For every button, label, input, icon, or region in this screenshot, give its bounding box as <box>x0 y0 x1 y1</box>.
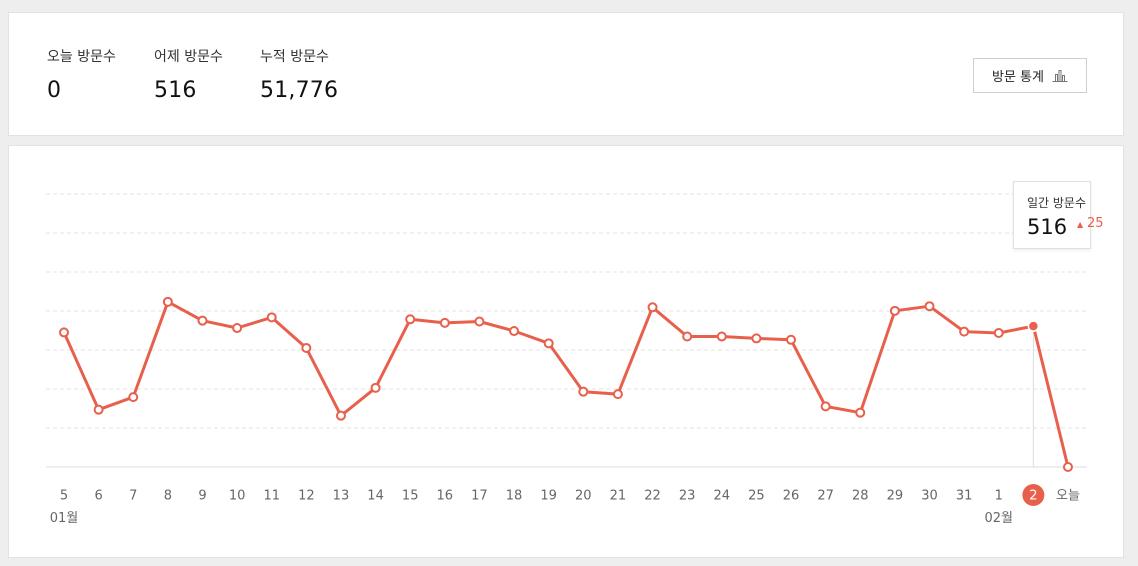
x-tick-label: 22 <box>644 489 661 504</box>
data-point <box>786 334 797 345</box>
data-point <box>924 301 935 312</box>
line-chart: 5 6 7 8 9 10 11 12 13 14 15 16 17 18 19 20 21 22 23 24 25 26 2… <box>46 193 1087 526</box>
x-tick-label: 12 <box>298 489 315 504</box>
x-tick-label: 11 <box>263 489 280 504</box>
x-tick-label: 5 <box>60 489 68 504</box>
x-tick-label: 17 <box>471 489 488 504</box>
x-tick-label: 10 <box>229 489 246 504</box>
total-visits-label: 누적 방문수 <box>260 49 329 65</box>
tooltip-value: 516 <box>1027 215 1068 239</box>
bar-chart-icon <box>1052 70 1068 82</box>
daily-visits-tooltip: 일간 방문수 516 ▲ 25 <box>1013 181 1104 249</box>
daily-visits-chart: 5 6 7 8 9 10 11 12 13 14 15 16 17 18 19 20 21 22 23 24 25 26 2… <box>8 145 1124 558</box>
month-label: 01월 <box>50 511 79 526</box>
tooltip-delta: 25 <box>1087 216 1104 231</box>
x-tick-label: 8 <box>164 489 172 504</box>
data-point <box>993 327 1004 338</box>
today-visits-value: 0 <box>47 78 62 103</box>
x-tick-label: 1 <box>995 489 1003 504</box>
data-point <box>439 317 450 328</box>
today-visits: 오늘 방문수 0 <box>47 46 116 103</box>
data-point <box>405 314 416 325</box>
summary-panel: 오늘 방문수 0 어제 방문수 516 누적 방문수 51,776 방문 통계 <box>8 12 1124 136</box>
highlight-date-badge <box>1022 484 1045 506</box>
data-point <box>266 312 277 323</box>
data-point <box>128 392 139 403</box>
x-tick-label: 13 <box>333 489 350 504</box>
data-point <box>162 296 173 307</box>
data-point <box>612 389 623 400</box>
x-tick-label: 오늘 <box>1056 489 1080 504</box>
data-point <box>335 410 346 421</box>
x-tick-label: 15 <box>402 489 419 504</box>
x-tick-label: 24 <box>714 489 731 504</box>
data-point <box>647 302 658 313</box>
data-point <box>93 404 104 415</box>
data-point <box>509 326 520 337</box>
x-tick-label: 7 <box>129 489 137 504</box>
today-visits-label: 오늘 방문수 <box>47 49 116 65</box>
yesterday-visits: 어제 방문수 516 <box>154 46 223 103</box>
x-tick-label: 27 <box>817 489 834 504</box>
x-tick-label: 26 <box>783 489 800 504</box>
data-point-highlighted <box>1027 320 1040 332</box>
up-triangle-icon: ▲ <box>1077 220 1084 229</box>
x-tick-label: 31 <box>956 489 973 504</box>
x-tick-label: 29 <box>887 489 904 504</box>
data-point <box>682 331 693 342</box>
x-tick-label: 18 <box>506 489 523 504</box>
data-point <box>889 305 900 316</box>
x-tick-label: 6 <box>94 489 102 504</box>
x-tick-label: 25 <box>748 489 765 504</box>
x-tick-label: 14 <box>367 489 384 504</box>
data-point <box>474 316 485 327</box>
data-point <box>751 333 762 344</box>
total-visits: 누적 방문수 51,776 <box>260 46 338 103</box>
data-point <box>59 327 69 338</box>
series-line <box>62 300 1070 469</box>
x-tick-label: 30 <box>921 489 938 504</box>
x-tick-label: 23 <box>679 489 696 504</box>
x-tick-label: 2 <box>1029 489 1037 504</box>
data-point <box>855 407 866 418</box>
x-tick-label: 20 <box>575 489 592 504</box>
data-point <box>197 315 208 326</box>
visit-stats-button[interactable]: 방문 통계 <box>973 58 1087 93</box>
data-point <box>232 323 243 334</box>
yesterday-visits-label: 어제 방문수 <box>154 49 223 65</box>
data-point <box>959 326 970 337</box>
data-point <box>820 401 831 412</box>
data-point <box>1062 462 1073 472</box>
data-point <box>716 331 727 342</box>
data-point <box>301 342 312 353</box>
x-tick-label: 28 <box>852 489 869 504</box>
tooltip-label: 일간 방문수 <box>1027 196 1087 210</box>
visit-stats-button-label: 방문 통계 <box>992 70 1044 85</box>
month-label: 02월 <box>984 511 1013 526</box>
data-point <box>370 382 381 393</box>
x-tick-label: 16 <box>437 489 454 504</box>
x-tick-label: 19 <box>540 489 557 504</box>
total-visits-value: 51,776 <box>260 78 339 103</box>
yesterday-visits-value: 516 <box>154 78 197 103</box>
data-point <box>543 338 554 349</box>
data-point <box>578 386 589 397</box>
x-tick-label: 21 <box>610 489 627 504</box>
x-tick-label: 9 <box>198 489 206 504</box>
